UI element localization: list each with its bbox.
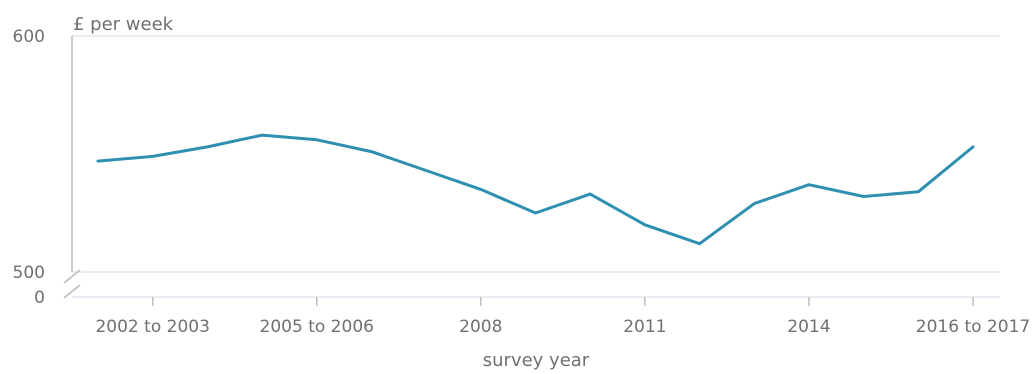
series-line [96, 133, 975, 246]
x-tick-label: 2005 to 2006 [260, 317, 374, 337]
x-axis-label: survey year [483, 350, 590, 371]
axis-break-mark [63, 284, 81, 299]
x-tick-label: 2014 [787, 317, 830, 337]
x-tick-label: 2016 to 2017 [916, 317, 1030, 337]
y-tick-labels: 600 500 0 [13, 27, 45, 308]
axes [63, 36, 974, 306]
x-tick-label: 2008 [459, 317, 502, 337]
x-tick-labels: 2002 to 2003 2005 to 2006 2008 2011 2014 2016… [95, 317, 1030, 337]
series-lines [96, 133, 975, 246]
y-tick-label: 0 [34, 288, 45, 308]
x-tick-label: 2002 to 2003 [95, 317, 209, 337]
grid-lines [72, 35, 1000, 298]
y-tick-label: 500 [13, 263, 45, 283]
y-axis-label: £ per week [73, 14, 174, 35]
axis-break-mark [63, 269, 81, 284]
x-tick-label: 2011 [623, 317, 666, 337]
y-tick-label: 600 [13, 27, 45, 47]
